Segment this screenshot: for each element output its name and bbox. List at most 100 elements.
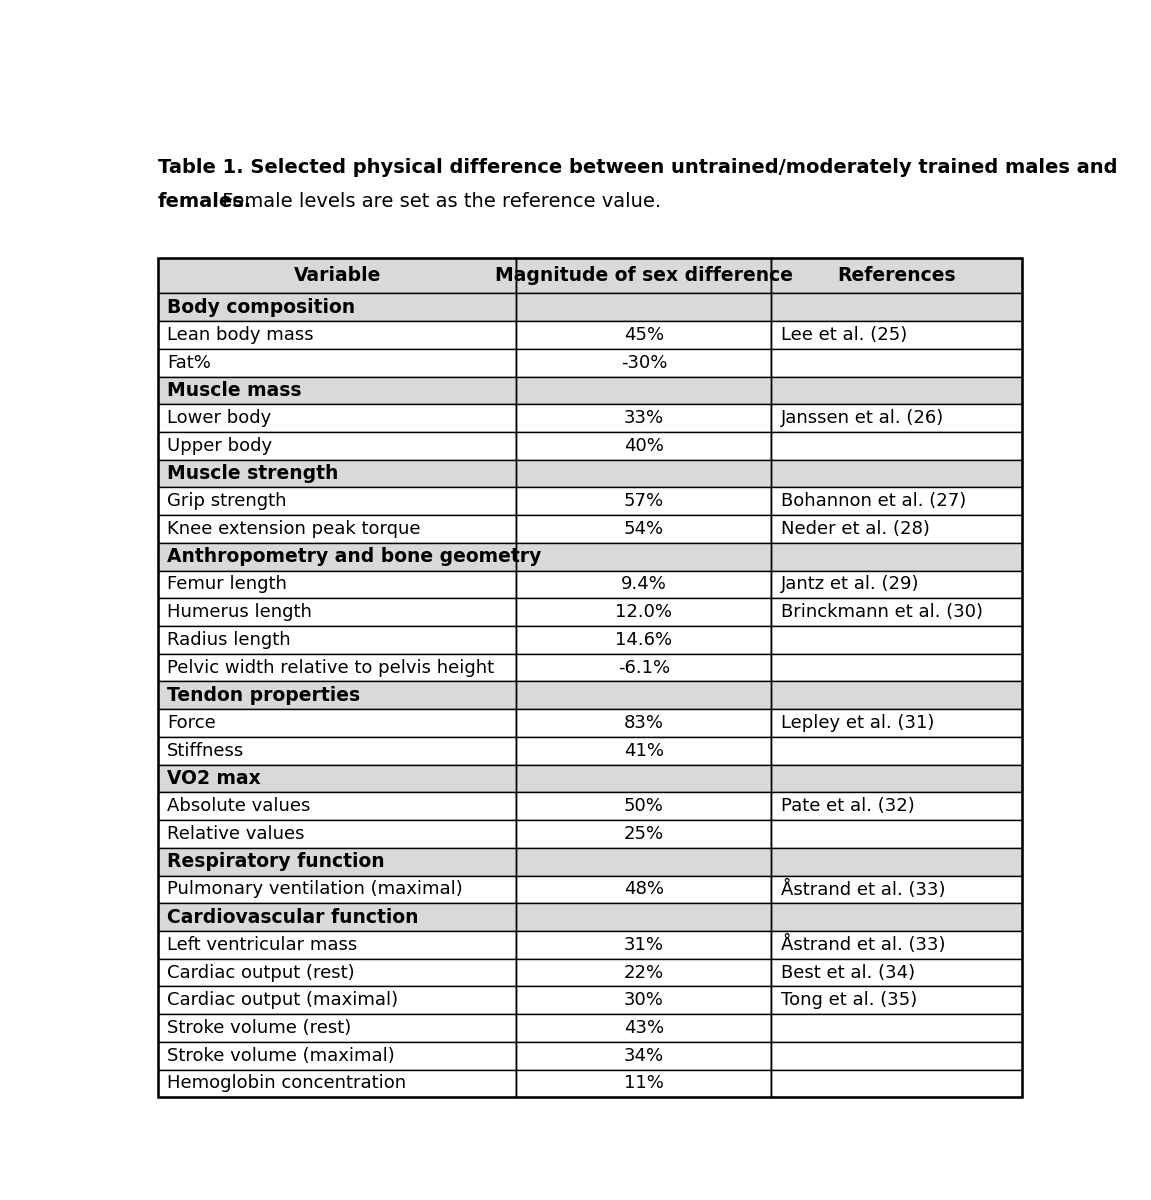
Bar [517, 654, 771, 682]
Text: 45%: 45% [624, 326, 664, 344]
Bar [517, 487, 771, 515]
Bar [158, 542, 1022, 570]
Bar [517, 349, 771, 377]
Text: Absolute values: Absolute values [167, 797, 311, 815]
Text: Radius length: Radius length [167, 631, 291, 649]
Bar [158, 322, 517, 349]
Bar [158, 1042, 517, 1069]
Bar [517, 986, 771, 1014]
Text: 57%: 57% [624, 492, 664, 510]
Bar [517, 876, 771, 904]
Text: Tendon properties: Tendon properties [167, 686, 360, 704]
Text: Upper body: Upper body [167, 437, 273, 455]
Text: VO2 max: VO2 max [167, 769, 261, 788]
Bar [158, 1069, 517, 1097]
Text: 14.6%: 14.6% [616, 631, 672, 649]
Text: 30%: 30% [624, 991, 664, 1009]
Bar [158, 349, 517, 377]
Bar [158, 931, 517, 959]
Bar [158, 792, 517, 820]
Bar [771, 1069, 1022, 1097]
Bar [771, 1042, 1022, 1069]
Bar [517, 258, 771, 293]
Bar [158, 904, 1022, 931]
Bar [158, 515, 517, 542]
Text: Anthropometry and bone geometry: Anthropometry and bone geometry [167, 547, 541, 566]
Text: Best et al. (34): Best et al. (34) [780, 964, 915, 982]
Text: Respiratory function: Respiratory function [167, 852, 384, 871]
Bar [158, 460, 1022, 487]
Bar [517, 1014, 771, 1042]
Bar [517, 570, 771, 599]
Text: Lower body: Lower body [167, 409, 272, 427]
Text: 12.0%: 12.0% [616, 604, 672, 622]
Bar [158, 682, 1022, 709]
Bar [158, 737, 517, 764]
Bar [158, 764, 1022, 792]
Text: Muscle mass: Muscle mass [167, 380, 302, 400]
Text: Lee et al. (25): Lee et al. (25) [780, 326, 907, 344]
Bar [517, 931, 771, 959]
Bar [771, 515, 1022, 542]
Bar [771, 258, 1022, 293]
Bar [771, 986, 1022, 1014]
Text: Femur length: Femur length [167, 576, 287, 594]
Bar [517, 515, 771, 542]
Bar [517, 626, 771, 654]
Text: Table 1. Selected physical difference between untrained/moderately trained males: Table 1. Selected physical difference be… [158, 158, 1118, 176]
Bar [771, 432, 1022, 460]
Bar [771, 349, 1022, 377]
Text: Brinckmann et al. (30): Brinckmann et al. (30) [780, 604, 983, 622]
Text: Cardiac output (maximal): Cardiac output (maximal) [167, 991, 398, 1009]
Text: Åstrand et al. (33): Åstrand et al. (33) [780, 935, 945, 954]
Bar [158, 432, 517, 460]
Bar [517, 432, 771, 460]
Text: Stroke volume (maximal): Stroke volume (maximal) [167, 1046, 395, 1064]
Bar [158, 820, 517, 847]
Text: 25%: 25% [624, 824, 664, 842]
Bar [158, 847, 1022, 876]
Bar [517, 1069, 771, 1097]
Bar [771, 1014, 1022, 1042]
Text: Lean body mass: Lean body mass [167, 326, 314, 344]
Text: Female levels are set as the reference value.: Female levels are set as the reference v… [216, 192, 661, 211]
Text: Hemoglobin concentration: Hemoglobin concentration [167, 1074, 406, 1092]
Bar [771, 599, 1022, 626]
Text: Åstrand et al. (33): Åstrand et al. (33) [780, 880, 945, 899]
Text: 41%: 41% [624, 742, 664, 760]
Text: Muscle strength: Muscle strength [167, 464, 338, 484]
Bar [158, 599, 517, 626]
Text: 33%: 33% [624, 409, 664, 427]
Bar [771, 570, 1022, 599]
Text: Stiffness: Stiffness [167, 742, 244, 760]
Text: 43%: 43% [624, 1019, 664, 1037]
Bar [158, 709, 517, 737]
Bar [771, 487, 1022, 515]
Text: Pate et al. (32): Pate et al. (32) [780, 797, 914, 815]
Text: Body composition: Body composition [167, 298, 356, 317]
Text: Pulmonary ventilation (maximal): Pulmonary ventilation (maximal) [167, 881, 463, 899]
Bar [158, 258, 517, 293]
Bar [771, 792, 1022, 820]
Text: 48%: 48% [624, 881, 664, 899]
Bar [517, 820, 771, 847]
Text: Jantz et al. (29): Jantz et al. (29) [780, 576, 920, 594]
Text: Neder et al. (28): Neder et al. (28) [780, 520, 930, 538]
Bar [771, 654, 1022, 682]
Bar [517, 599, 771, 626]
Text: 50%: 50% [624, 797, 664, 815]
Text: Fat%: Fat% [167, 354, 211, 372]
Bar [517, 1042, 771, 1069]
Text: Bohannon et al. (27): Bohannon et al. (27) [780, 492, 966, 510]
Text: Grip strength: Grip strength [167, 492, 287, 510]
Bar [158, 570, 517, 599]
Text: Pelvic width relative to pelvis height: Pelvic width relative to pelvis height [167, 659, 494, 677]
Bar [158, 626, 517, 654]
Text: females.: females. [158, 192, 252, 211]
Bar [517, 959, 771, 986]
Text: Tong et al. (35): Tong et al. (35) [780, 991, 917, 1009]
Bar [771, 820, 1022, 847]
Bar [771, 931, 1022, 959]
Text: Force: Force [167, 714, 216, 732]
Text: Lepley et al. (31): Lepley et al. (31) [780, 714, 933, 732]
